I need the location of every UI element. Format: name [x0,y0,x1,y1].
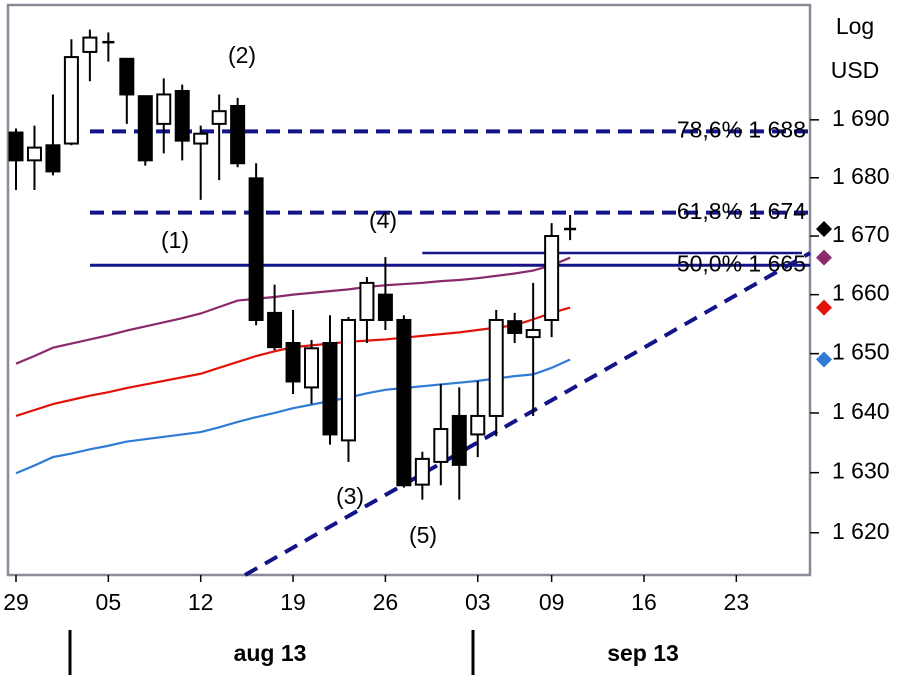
x-tick-label: 05 [96,589,122,615]
candle-body [211,110,227,125]
candle-body [359,281,375,321]
candle-body [8,131,24,162]
fib-label: 78,6% 1 688 [677,116,806,142]
wave-annotation: (5) [409,522,437,548]
candle-body [488,318,504,417]
period-label: aug 13 [234,640,307,666]
moving-average [15,358,571,475]
x-tick-label: 23 [724,589,750,615]
y-axis-label: USD [831,57,880,83]
y-tick-label: 1 650 [832,339,890,365]
trend-line [244,251,811,577]
y-tick-label: 1 640 [832,398,890,424]
candle-body [248,177,264,321]
moving-average [15,256,571,365]
wave-annotation: (4) [369,207,397,233]
candle-body [82,36,98,53]
candle-body [174,89,190,142]
last-value-marker [816,249,832,266]
y-tick-label: 1 620 [832,518,890,544]
candle-body [433,428,449,463]
candle-body [63,56,79,145]
x-tick-label: 29 [3,589,29,615]
candle-body [340,318,356,442]
candle-body [156,93,172,125]
period-label: sep 13 [607,640,679,666]
x-tick-label: 16 [631,589,657,615]
x-tick-label: 26 [373,589,399,615]
candle-body [396,318,412,487]
candle-body [451,414,467,466]
y-tick-label: 1 690 [832,105,890,131]
candle-body [285,341,301,383]
x-tick-label: 03 [465,589,491,615]
last-value-marker [816,351,832,368]
fib-label: 50,0% 1 665 [677,250,806,276]
x-tick-label: 09 [539,589,565,615]
y-axis-label: Log [836,13,874,39]
x-tick-label: 12 [188,589,214,615]
candle-body [267,311,283,349]
candle-body [525,328,541,339]
candle-body [322,341,338,436]
last-value-marker [816,221,832,238]
candle-body [137,95,153,162]
candle-body [470,414,486,436]
wave-annotation: (1) [161,227,189,253]
candle-body [544,235,560,321]
x-tick-label: 19 [280,589,306,615]
candle-body [230,104,246,165]
y-tick-label: 1 670 [832,221,890,247]
candle-body [26,146,42,162]
candle-body [45,144,61,173]
y-tick-label: 1 630 [832,458,890,484]
candle-body [119,57,135,96]
y-tick-label: 1 680 [832,163,890,189]
candle-body [377,293,393,321]
candle-body [507,320,523,334]
last-value-marker [816,299,832,316]
candle-body [193,132,209,145]
fib-label: 61,8% 1 674 [677,198,806,224]
wave-annotation: (3) [336,483,364,509]
candle-body [304,347,320,389]
candle-body [414,457,430,486]
y-tick-label: 1 660 [832,280,890,306]
wave-annotation: (2) [228,42,256,68]
